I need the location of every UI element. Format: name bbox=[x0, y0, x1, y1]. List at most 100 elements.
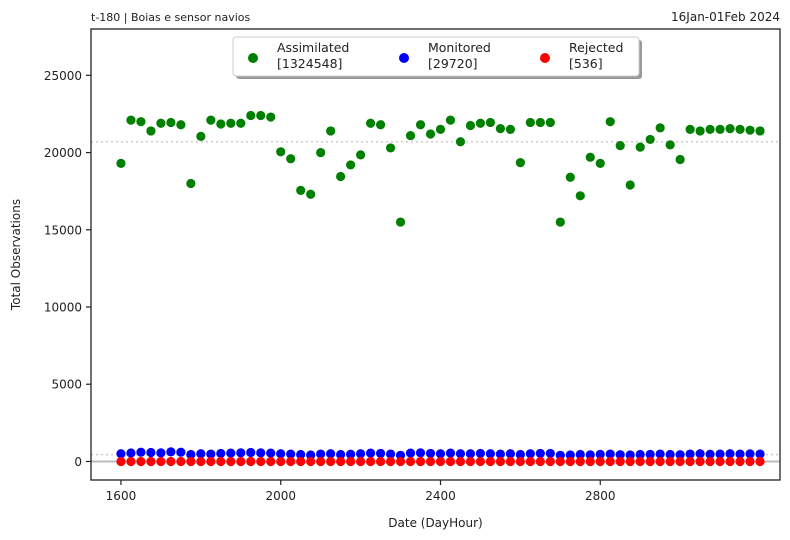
point-monitored bbox=[515, 449, 525, 460]
point-assimilated bbox=[585, 152, 595, 162]
y-tick-label: 5000 bbox=[51, 378, 82, 392]
point-rejected bbox=[346, 456, 356, 467]
point-rejected bbox=[425, 456, 436, 467]
point-assimilated bbox=[286, 154, 296, 164]
legend-marker-monitored bbox=[399, 53, 409, 63]
legend-box bbox=[232, 36, 640, 77]
chart-title-left: t-180 | Boias e sensor navios bbox=[91, 11, 251, 24]
point-rejected bbox=[126, 456, 136, 467]
x-tick-label: 2800 bbox=[585, 489, 616, 503]
point-assimilated bbox=[415, 120, 426, 130]
point-rejected bbox=[156, 456, 166, 467]
point-rejected bbox=[435, 456, 446, 467]
point-assimilated bbox=[755, 126, 765, 136]
point-monitored bbox=[196, 449, 206, 459]
point-monitored bbox=[296, 449, 306, 460]
point-assimilated bbox=[685, 124, 695, 134]
point-monitored bbox=[565, 450, 575, 460]
point-assimilated bbox=[735, 124, 745, 134]
point-rejected bbox=[625, 456, 635, 467]
point-assimilated bbox=[405, 130, 416, 141]
point-assimilated bbox=[266, 112, 276, 122]
point-assimilated bbox=[156, 118, 166, 128]
point-rejected bbox=[525, 456, 535, 467]
point-assimilated bbox=[326, 126, 336, 136]
point-rejected bbox=[445, 456, 456, 467]
point-monitored bbox=[525, 449, 535, 459]
x-tick-label: 2000 bbox=[265, 489, 296, 503]
point-assimilated bbox=[196, 131, 206, 141]
point-monitored bbox=[176, 447, 186, 457]
point-monitored bbox=[435, 449, 446, 459]
point-assimilated bbox=[336, 171, 346, 182]
point-monitored bbox=[605, 449, 615, 459]
point-rejected bbox=[405, 456, 416, 467]
point-rejected bbox=[236, 456, 246, 467]
legend-label-monitored: Monitored bbox=[428, 40, 491, 55]
point-monitored bbox=[685, 449, 695, 459]
point-monitored bbox=[575, 449, 585, 460]
point-rejected bbox=[146, 456, 156, 467]
point-monitored bbox=[655, 449, 665, 459]
point-assimilated bbox=[655, 123, 665, 133]
reference-lines bbox=[91, 140, 780, 463]
point-monitored bbox=[186, 449, 196, 460]
point-rejected bbox=[415, 456, 426, 467]
point-rejected bbox=[635, 456, 645, 467]
point-monitored bbox=[415, 448, 426, 458]
y-axis-label: Total Observations bbox=[9, 199, 23, 311]
point-rejected bbox=[735, 456, 745, 467]
point-monitored bbox=[146, 447, 156, 458]
point-rejected bbox=[395, 456, 406, 467]
point-rejected bbox=[356, 456, 366, 467]
point-monitored bbox=[715, 449, 725, 459]
point-monitored bbox=[286, 449, 296, 459]
point-assimilated bbox=[256, 110, 266, 121]
point-rejected bbox=[565, 456, 575, 467]
point-assimilated bbox=[296, 185, 306, 196]
point-rejected bbox=[326, 456, 336, 467]
point-monitored bbox=[445, 448, 456, 458]
point-monitored bbox=[216, 448, 226, 459]
point-assimilated bbox=[216, 119, 226, 129]
x-axis: 1600 2000 2400 2800 bbox=[106, 480, 616, 503]
point-assimilated bbox=[715, 124, 725, 134]
point-monitored bbox=[226, 448, 236, 458]
point-rejected bbox=[605, 456, 615, 467]
point-rejected bbox=[745, 456, 755, 467]
point-assimilated bbox=[675, 154, 685, 165]
point-rejected bbox=[615, 456, 625, 467]
point-assimilated bbox=[126, 115, 136, 125]
point-monitored bbox=[136, 447, 146, 457]
x-tick-label: 2400 bbox=[425, 489, 456, 503]
point-monitored bbox=[465, 449, 476, 459]
point-rejected bbox=[385, 456, 396, 467]
point-monitored bbox=[725, 449, 735, 459]
x-tick-label: 1600 bbox=[106, 489, 137, 503]
point-rejected bbox=[475, 456, 486, 467]
point-rejected bbox=[695, 456, 705, 467]
point-rejected bbox=[515, 456, 525, 467]
point-monitored bbox=[755, 449, 765, 459]
point-monitored bbox=[675, 450, 685, 460]
point-monitored bbox=[405, 448, 416, 458]
point-assimilated bbox=[166, 117, 176, 128]
point-rejected bbox=[675, 456, 685, 467]
point-monitored bbox=[475, 448, 486, 459]
point-assimilated bbox=[246, 110, 256, 121]
point-rejected bbox=[196, 456, 206, 467]
point-assimilated bbox=[316, 147, 326, 158]
point-monitored bbox=[535, 448, 545, 459]
point-assimilated bbox=[515, 158, 525, 168]
point-rejected bbox=[186, 456, 196, 467]
point-assimilated bbox=[186, 178, 196, 189]
point-monitored bbox=[615, 450, 625, 460]
point-assimilated bbox=[705, 124, 715, 134]
point-rejected bbox=[665, 456, 675, 467]
point-rejected bbox=[365, 456, 376, 467]
point-assimilated bbox=[725, 124, 735, 134]
point-assimilated bbox=[346, 160, 356, 170]
point-monitored bbox=[116, 449, 126, 459]
point-assimilated bbox=[455, 137, 466, 147]
point-monitored bbox=[346, 449, 356, 459]
